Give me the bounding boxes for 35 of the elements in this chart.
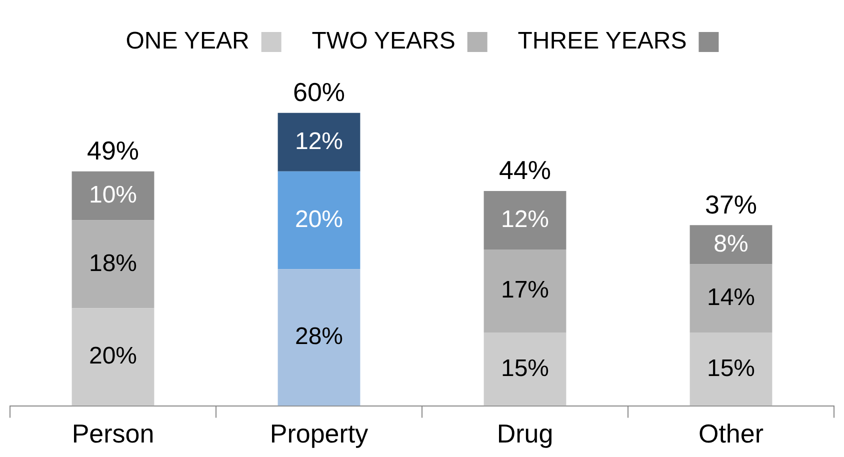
data-label: 12% — [500, 206, 550, 233]
data-label: 20% — [294, 206, 344, 233]
data-label: 8% — [714, 230, 748, 258]
data-label: 15% — [706, 354, 756, 382]
bar — [690, 225, 772, 264]
data-label: 14% — [706, 284, 756, 311]
bar — [690, 332, 772, 406]
bar — [484, 332, 566, 406]
x-tick-label: Property — [270, 418, 368, 449]
total-label: 60% — [292, 77, 346, 107]
bar — [72, 308, 154, 406]
bar — [72, 171, 154, 220]
bar — [690, 264, 772, 333]
bar — [72, 220, 154, 308]
x-tick-label: Person — [72, 418, 154, 449]
bar — [278, 171, 360, 270]
bar — [484, 190, 566, 250]
data-label: 17% — [500, 276, 550, 304]
data-label: 12% — [294, 128, 344, 155]
data-label: 28% — [294, 323, 344, 350]
legend-label: THREE YEARS — [518, 28, 687, 55]
x-tick-label: Other — [698, 418, 764, 449]
bar — [278, 112, 360, 172]
legend-label: ONE YEAR — [126, 28, 250, 55]
data-label: 18% — [88, 250, 138, 277]
total-label: 49% — [86, 136, 140, 166]
data-label: 15% — [500, 354, 550, 382]
legend-label: TWO YEARS — [312, 28, 456, 55]
total-label: 37% — [704, 189, 758, 220]
bar — [484, 250, 566, 333]
bar — [278, 269, 360, 406]
data-label: 20% — [88, 342, 138, 370]
x-tick-label: Drug — [496, 418, 554, 449]
data-label: 10% — [88, 181, 138, 208]
total-label: 44% — [498, 155, 552, 186]
